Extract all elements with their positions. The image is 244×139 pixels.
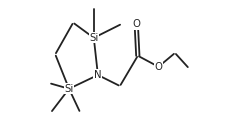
Text: O: O (132, 19, 141, 29)
Text: Si: Si (64, 84, 74, 94)
Text: N: N (94, 70, 102, 80)
Text: O: O (154, 62, 163, 72)
Text: Si: Si (89, 33, 98, 43)
